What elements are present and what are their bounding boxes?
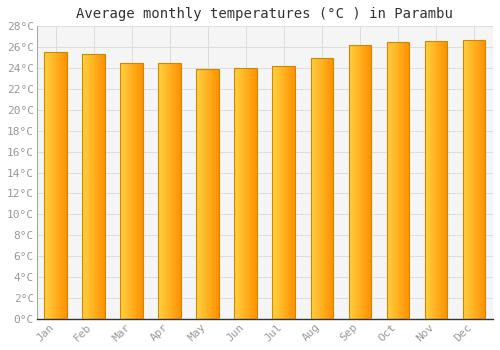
Bar (44, 52, 67, 319)
Title: Average monthly temperatures (°C ) in Parambu: Average monthly temperatures (°C ) in Pa… (76, 7, 454, 21)
Bar (82, 55, 105, 319)
Bar (348, 45, 372, 319)
Bar (272, 66, 295, 319)
Bar (386, 42, 409, 319)
Bar (424, 41, 448, 319)
Bar (310, 58, 334, 319)
Bar (120, 63, 143, 319)
Bar (196, 69, 220, 319)
Bar (234, 68, 258, 319)
Bar (462, 40, 485, 319)
Bar (158, 63, 181, 319)
